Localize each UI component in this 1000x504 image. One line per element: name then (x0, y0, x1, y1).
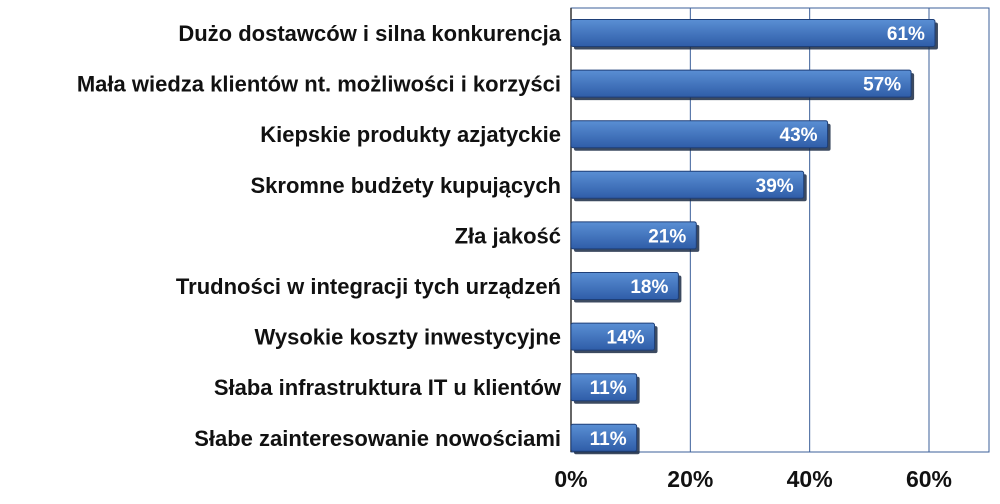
bar (570, 423, 638, 452)
bar-data-label: 18% (630, 277, 668, 298)
bar-data-label: 39% (756, 176, 794, 197)
x-tick-label: 40% (787, 466, 833, 492)
bar-data-label: 61% (887, 24, 925, 45)
category-label: Wysokie koszty inwestycyjne (254, 325, 561, 350)
bar-data-label: 57% (863, 75, 901, 96)
x-axis-tick-labels: 0% 20% 40% 60% (554, 466, 952, 492)
category-labels: Dużo dostawców i silna konkurencja Mała w… (77, 21, 562, 451)
bar (570, 120, 829, 149)
category-label: Zła jakość (455, 223, 561, 248)
bar-data-label: 14% (607, 328, 645, 349)
bar (570, 19, 936, 47)
bar (570, 272, 679, 300)
category-label: Dużo dostawców i silna konkurencja (178, 21, 561, 46)
bar (570, 221, 697, 250)
x-tick-label: 60% (906, 466, 952, 492)
x-tick-label: 20% (667, 466, 713, 492)
bar-data-label: 43% (780, 125, 818, 146)
bar-data-label: 11% (590, 378, 627, 399)
category-label: Trudności w integracji tych urządzeń (176, 274, 561, 299)
bar-data-label: 21% (648, 226, 686, 247)
bar-data-label: 11% (590, 429, 627, 450)
bar (570, 373, 638, 402)
category-label: Słabe zainteresowanie nowościami (194, 426, 561, 451)
category-label: Kiepskie produkty azjatyckie (260, 122, 561, 147)
bars: 61% 57% 43% 39% 21% 18% 14% 11% 11% (570, 19, 938, 455)
category-label: Mała wiedza klientów nt. możliwości i ko… (77, 72, 561, 97)
x-tick-label: 0% (554, 466, 587, 492)
bar (570, 170, 805, 199)
category-label: Skromne budżety kupujących (250, 173, 561, 198)
category-label: Słaba infrastruktura IT u klientów (214, 375, 562, 400)
bar (570, 322, 656, 351)
bar (570, 69, 912, 98)
